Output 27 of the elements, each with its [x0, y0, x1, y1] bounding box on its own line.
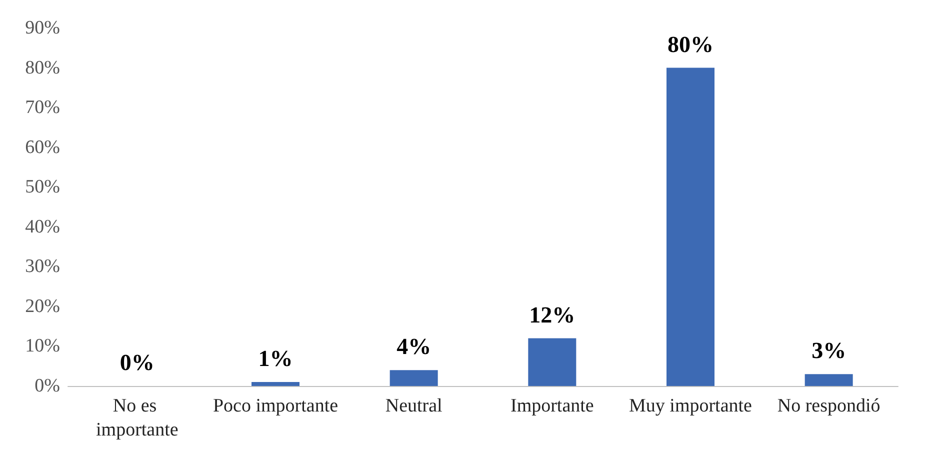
data-label: 0%: [120, 350, 154, 375]
data-label: 1%: [258, 346, 293, 372]
x-tick-label: No respondió: [777, 396, 880, 416]
x-tick-label: No es importante: [96, 396, 178, 440]
x-tick-label: Neutral: [385, 396, 442, 416]
x-tick-label: Importante: [510, 396, 594, 416]
y-tick-label: 0%: [34, 376, 60, 396]
y-tick-label: 40%: [25, 216, 60, 238]
y-tick-label: 90%: [25, 18, 60, 38]
x-tick-label: Poco importante: [212, 396, 338, 416]
y-tick-label: 60%: [25, 136, 60, 158]
y-tick-label: 80%: [25, 57, 60, 78]
bar: [528, 338, 576, 386]
bar: [666, 68, 714, 386]
y-tick-label: 50%: [25, 176, 60, 198]
data-label: 3%: [812, 338, 846, 364]
data-label: 80%: [668, 32, 714, 57]
y-tick-label: 70%: [25, 97, 60, 118]
bar: [390, 370, 438, 386]
bar: [804, 374, 853, 386]
x-tick-label: Muy importante: [629, 396, 752, 416]
y-tick-label: 20%: [25, 296, 60, 317]
bar: [252, 382, 300, 386]
y-tick-label: 30%: [25, 256, 60, 278]
data-label: 4%: [396, 334, 432, 360]
data-label: 12%: [529, 302, 576, 328]
y-tick-label: 10%: [25, 336, 60, 357]
